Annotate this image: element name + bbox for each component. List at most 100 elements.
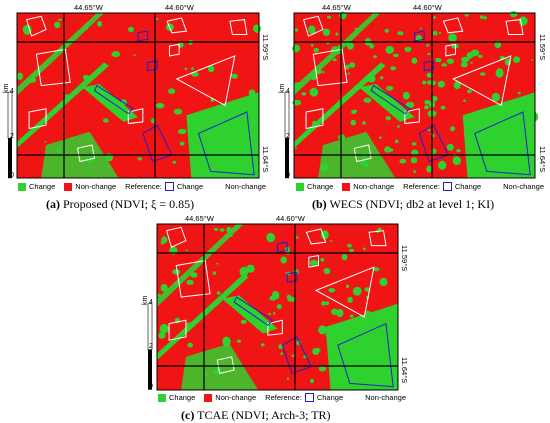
map-frame [156, 223, 399, 391]
change-patch [326, 15, 332, 19]
reference-non-change-polygon [168, 43, 180, 57]
reference-non-change-polygon [175, 55, 236, 107]
change-patch [341, 253, 348, 261]
change-patch [330, 348, 340, 355]
reference-non-change-polygon [442, 17, 464, 34]
panel-a: 44.65°W 44.60°W 11.59°S 11.64°S km 4 2 0… [0, 0, 275, 240]
scale-bar-black [8, 138, 12, 179]
change-patch [385, 318, 389, 321]
change-patch [335, 32, 339, 36]
change-patch [58, 18, 62, 21]
legend-non-change: Non-change [75, 182, 117, 191]
change-patch [70, 137, 74, 140]
change-patch [386, 85, 394, 91]
reference-non-change-polygon [404, 108, 420, 125]
change-patch [347, 243, 352, 248]
change-patch [89, 173, 93, 177]
change-patch [525, 114, 530, 117]
non-change-swatch [204, 393, 213, 402]
map-layer [147, 223, 399, 391]
change-patch [320, 163, 329, 172]
change-patch [155, 18, 159, 20]
map-b [284, 11, 539, 179]
change-patch [276, 304, 282, 310]
change-patch [464, 14, 469, 17]
change-patch [177, 128, 187, 135]
lon-label-right: 44.60°W [276, 214, 305, 223]
change-patch [321, 71, 325, 74]
change-patch [269, 295, 277, 301]
change-patch [222, 336, 231, 347]
change-strip [157, 224, 244, 307]
change-patch [248, 89, 256, 97]
change-patch [56, 148, 62, 153]
change-patch [509, 11, 518, 18]
change-patch [373, 267, 380, 272]
change-patch [479, 72, 486, 76]
scale-bar [147, 303, 153, 390]
change-patch [369, 353, 374, 358]
change-patch [294, 82, 302, 89]
change-patch [491, 92, 500, 102]
change-patch [453, 81, 461, 90]
change-patch [323, 268, 331, 275]
change-patch [376, 338, 382, 342]
legend-change: Change [307, 182, 334, 191]
change-patch [432, 30, 438, 36]
scale-tick-4: 4 [286, 88, 290, 95]
change-patch [390, 66, 397, 71]
reference-non-change-polygon [166, 17, 188, 34]
scale-bar-black [148, 349, 152, 390]
change-patch [438, 31, 442, 35]
change-patch [280, 256, 287, 264]
change-patch [411, 57, 418, 64]
reference-change-polygon [474, 111, 531, 176]
scale-tick-4: 4 [149, 299, 153, 306]
change-patch [316, 68, 322, 75]
change-patch [360, 155, 366, 160]
scale-tick-2: 2 [149, 343, 153, 350]
change-patch [373, 347, 381, 354]
legend-b: Change Non-change Reference: Change Non-… [296, 182, 544, 191]
change-patch [365, 365, 375, 372]
change-patch [402, 91, 410, 100]
change-patch [426, 43, 429, 47]
change-patch [367, 75, 376, 83]
change-patch [85, 25, 89, 30]
change-patch [185, 249, 188, 251]
change-band [222, 295, 278, 334]
change-patch [495, 68, 504, 78]
lon-label-left: 44.65°W [185, 214, 214, 223]
change-patch [318, 365, 327, 372]
change-patch [365, 310, 371, 316]
change-patch [470, 124, 478, 130]
scale-tick-4: 4 [10, 88, 14, 95]
legend-ref-change: Change [176, 182, 204, 191]
reference-non-change-polygon [26, 15, 47, 37]
change-patch [294, 28, 299, 32]
change-patch [531, 59, 534, 61]
change-patch [427, 128, 431, 132]
change-band [82, 83, 138, 122]
change-patch [479, 15, 484, 19]
change-patch [310, 73, 317, 81]
change-patch [328, 288, 336, 293]
change-patch [187, 342, 193, 348]
change-patch [337, 143, 341, 146]
change-patch [468, 169, 476, 177]
reference-non-change-polygon [175, 259, 211, 298]
change-patch [160, 283, 168, 292]
change-patch [366, 335, 372, 339]
change-patch [137, 157, 143, 161]
non-change-swatch [64, 182, 73, 191]
change-patch [411, 142, 417, 146]
reference-non-change-polygon [305, 108, 324, 130]
scale-unit: km [3, 83, 10, 93]
reference-change-polygon [277, 241, 288, 253]
change-patch [399, 158, 407, 164]
lon-label-left: 44.65°W [74, 3, 103, 12]
change-patch [450, 126, 456, 132]
change-patch [286, 294, 292, 300]
change-patch [452, 156, 462, 166]
map-frame [16, 12, 260, 179]
